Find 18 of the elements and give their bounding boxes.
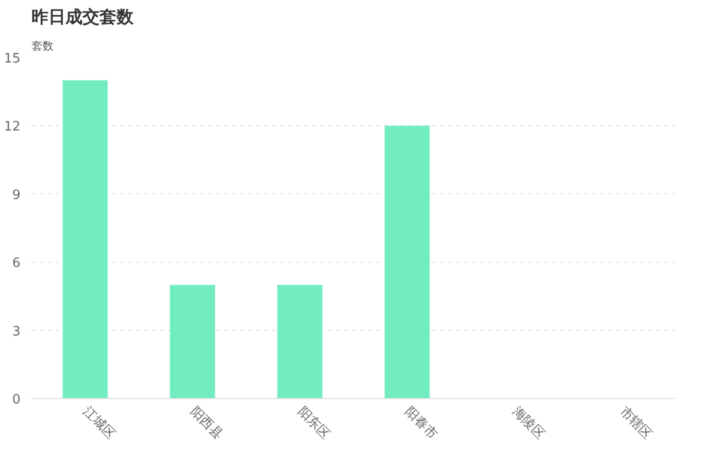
- bar: [384, 126, 430, 398]
- bar: [277, 284, 322, 398]
- bar: [62, 80, 108, 398]
- chart-title: 昨日成交套数: [32, 8, 134, 28]
- x-tick-label: 江城区: [80, 404, 118, 442]
- x-tick-label: 阳东区: [294, 404, 333, 442]
- x-tick-label: 市辖区: [616, 404, 655, 442]
- y-tick-label: 6: [12, 256, 21, 272]
- y-tick-label: 0: [12, 392, 21, 408]
- y-tick-label: 15: [4, 52, 21, 66]
- x-tick-label: 阳西县: [187, 404, 226, 442]
- y-tick-label: 12: [4, 120, 21, 135]
- x-tick-label: 阳春市: [402, 404, 440, 442]
- x-tick-label: 海陵区: [509, 404, 548, 442]
- y-tick-label: 3: [12, 324, 21, 340]
- bar: [170, 284, 216, 398]
- y-tick-label: 9: [12, 188, 21, 203]
- y-axis-title: 套数: [32, 40, 54, 52]
